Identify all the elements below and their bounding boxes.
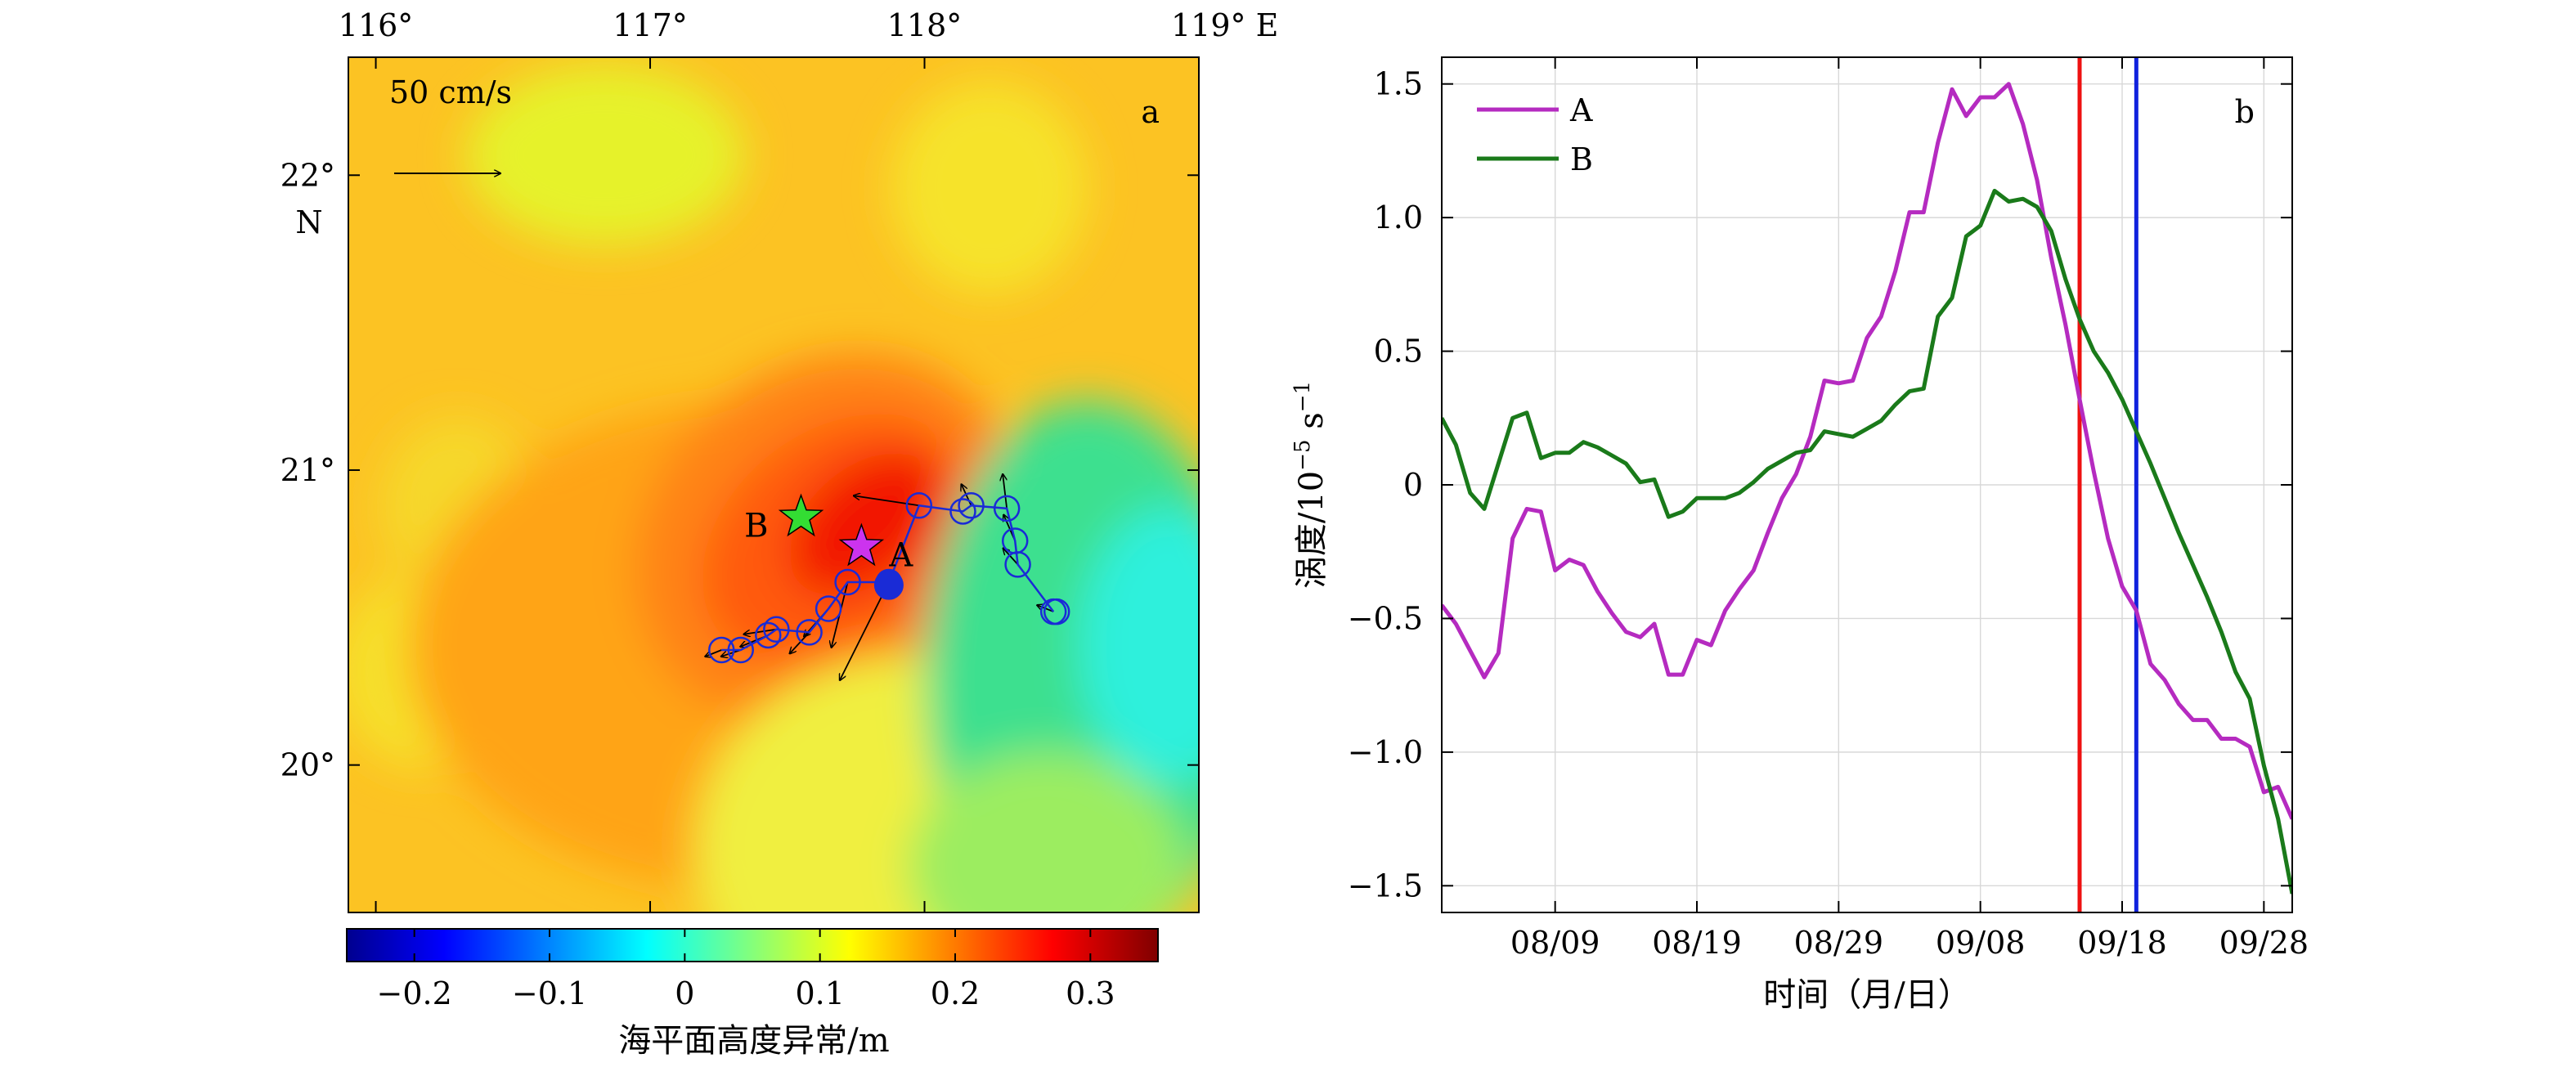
track-point (755, 621, 782, 649)
track-point (727, 636, 754, 664)
colorbar-tick-label: −0.1 (512, 975, 587, 1011)
track-point (993, 495, 1021, 522)
lon-tick-label: 116° (339, 7, 414, 43)
lat-axis: 22° 21° 20° (280, 157, 1199, 783)
colorbar-label: 海平面高度异常/m (618, 1022, 889, 1060)
series-a-line (1442, 82, 2292, 820)
y-tick-label: 0 (1403, 467, 1423, 503)
velocity-arrow (705, 649, 722, 657)
vector-scale-label: 50 cm/s (389, 74, 512, 110)
lon-tick-label: 119° E (1171, 7, 1278, 43)
x-tick-label: 09/08 (1936, 925, 2026, 961)
point-b-label: B (744, 508, 768, 545)
lon-tick-label: 118° (887, 7, 963, 43)
velocity-arrow (840, 581, 890, 680)
point-a-label: A (888, 537, 913, 575)
x-tick-label: 08/19 (1652, 925, 1742, 961)
vertical-markers (2077, 57, 2138, 912)
y-axis-label-unit: s (1293, 412, 1331, 439)
lat-tick-label: 22° (280, 157, 335, 193)
series-b-line (1442, 188, 2292, 894)
colorbar-ticks: −0.2 −0.1 0 0.1 0.2 0.3 (377, 929, 1115, 1011)
legend-label-a: A (1569, 92, 1593, 128)
legend-label-b: B (1570, 141, 1593, 177)
velocity-arrow (790, 631, 810, 653)
x-axis: 08/09 08/19 08/29 09/08 09/18 09/28 (1510, 57, 2309, 961)
y-axis-label-exp1: −5 (1290, 439, 1315, 470)
panel-a: 116° 117° 118° 119° E 22° 21° 20° N a 50 cm/s… (280, 7, 1279, 1060)
vector-scale: 50 cm/s (389, 74, 512, 173)
y-axis-label-main: 涡度/10 (1293, 471, 1331, 589)
y-axis-label: 涡度/10−5 s−1 (1290, 381, 1331, 589)
y-tick-label: 1.0 (1374, 200, 1423, 235)
track-point (1043, 598, 1070, 625)
track-point (796, 619, 823, 646)
velocity-arrow (1003, 474, 1008, 509)
lat-tick-label: 21° (280, 452, 335, 488)
x-tick-label: 08/09 (1510, 925, 1600, 961)
track-end-point (873, 570, 904, 600)
sla-field (348, 57, 1199, 912)
lat-tick-label: 20° (280, 747, 335, 783)
point-b-marker (778, 493, 824, 537)
colorbar-tick-label: 0 (675, 975, 694, 1011)
colorbar: −0.2 −0.1 0 0.1 0.2 0.3 海平面高度异常/m (346, 928, 1159, 1060)
track-point (1001, 527, 1029, 554)
vorticity-series (1442, 82, 2292, 894)
x-tick-label: 08/29 (1794, 925, 1884, 961)
lon-axis: 116° 117° 118° 119° E (339, 7, 1278, 912)
lat-unit-label: N (295, 204, 322, 240)
track-point (763, 616, 790, 643)
x-axis-label: 时间（月/日） (1763, 976, 1970, 1014)
track-point (958, 491, 985, 519)
map-frame (348, 56, 1200, 913)
legend: AB (1477, 92, 1593, 177)
panel-a-label: a (1141, 94, 1160, 130)
y-tick-label: 1.5 (1374, 66, 1423, 102)
panel-b-label: b (2235, 94, 2255, 130)
y-tick-label: −0.5 (1348, 600, 1423, 636)
x-tick-label: 09/18 (2077, 925, 2167, 961)
x-tick-label: 09/28 (2219, 925, 2309, 961)
track-point (815, 595, 842, 622)
y-axis: 1.5 1.0 0.5 0 −0.5 −1.0 −1.5 (1348, 66, 2292, 903)
grid-lines (1442, 57, 2292, 912)
eddy-track (708, 491, 1070, 664)
velocity-arrow (854, 495, 919, 507)
colorbar-tick-label: 0.1 (795, 975, 844, 1011)
velocity-arrow (1003, 548, 1019, 565)
y-tick-label: −1.5 (1348, 867, 1423, 903)
colorbar-gradient (346, 928, 1159, 962)
point-a-marker (838, 522, 885, 567)
y-tick-label: 0.5 (1374, 334, 1423, 370)
y-axis-label-exp2: −1 (1290, 381, 1315, 412)
track-point (708, 636, 735, 664)
track-point (834, 568, 861, 596)
colorbar-tick-label: 0.2 (931, 975, 980, 1011)
track-point (949, 498, 976, 525)
lon-tick-label: 117° (613, 7, 688, 43)
velocity-arrow (743, 628, 777, 634)
panel-b: 1.5 1.0 0.5 0 −0.5 −1.0 −1.5 08/09 08/19 08/29 09… (1290, 56, 2309, 1014)
colorbar-tick-label: 0.3 (1066, 975, 1115, 1011)
sample-points: AB (744, 493, 913, 575)
track-point (905, 491, 933, 519)
y-tick-label: −1.0 (1348, 734, 1423, 770)
colorbar-tick-label: −0.2 (377, 975, 452, 1011)
velocity-arrow (721, 649, 742, 657)
